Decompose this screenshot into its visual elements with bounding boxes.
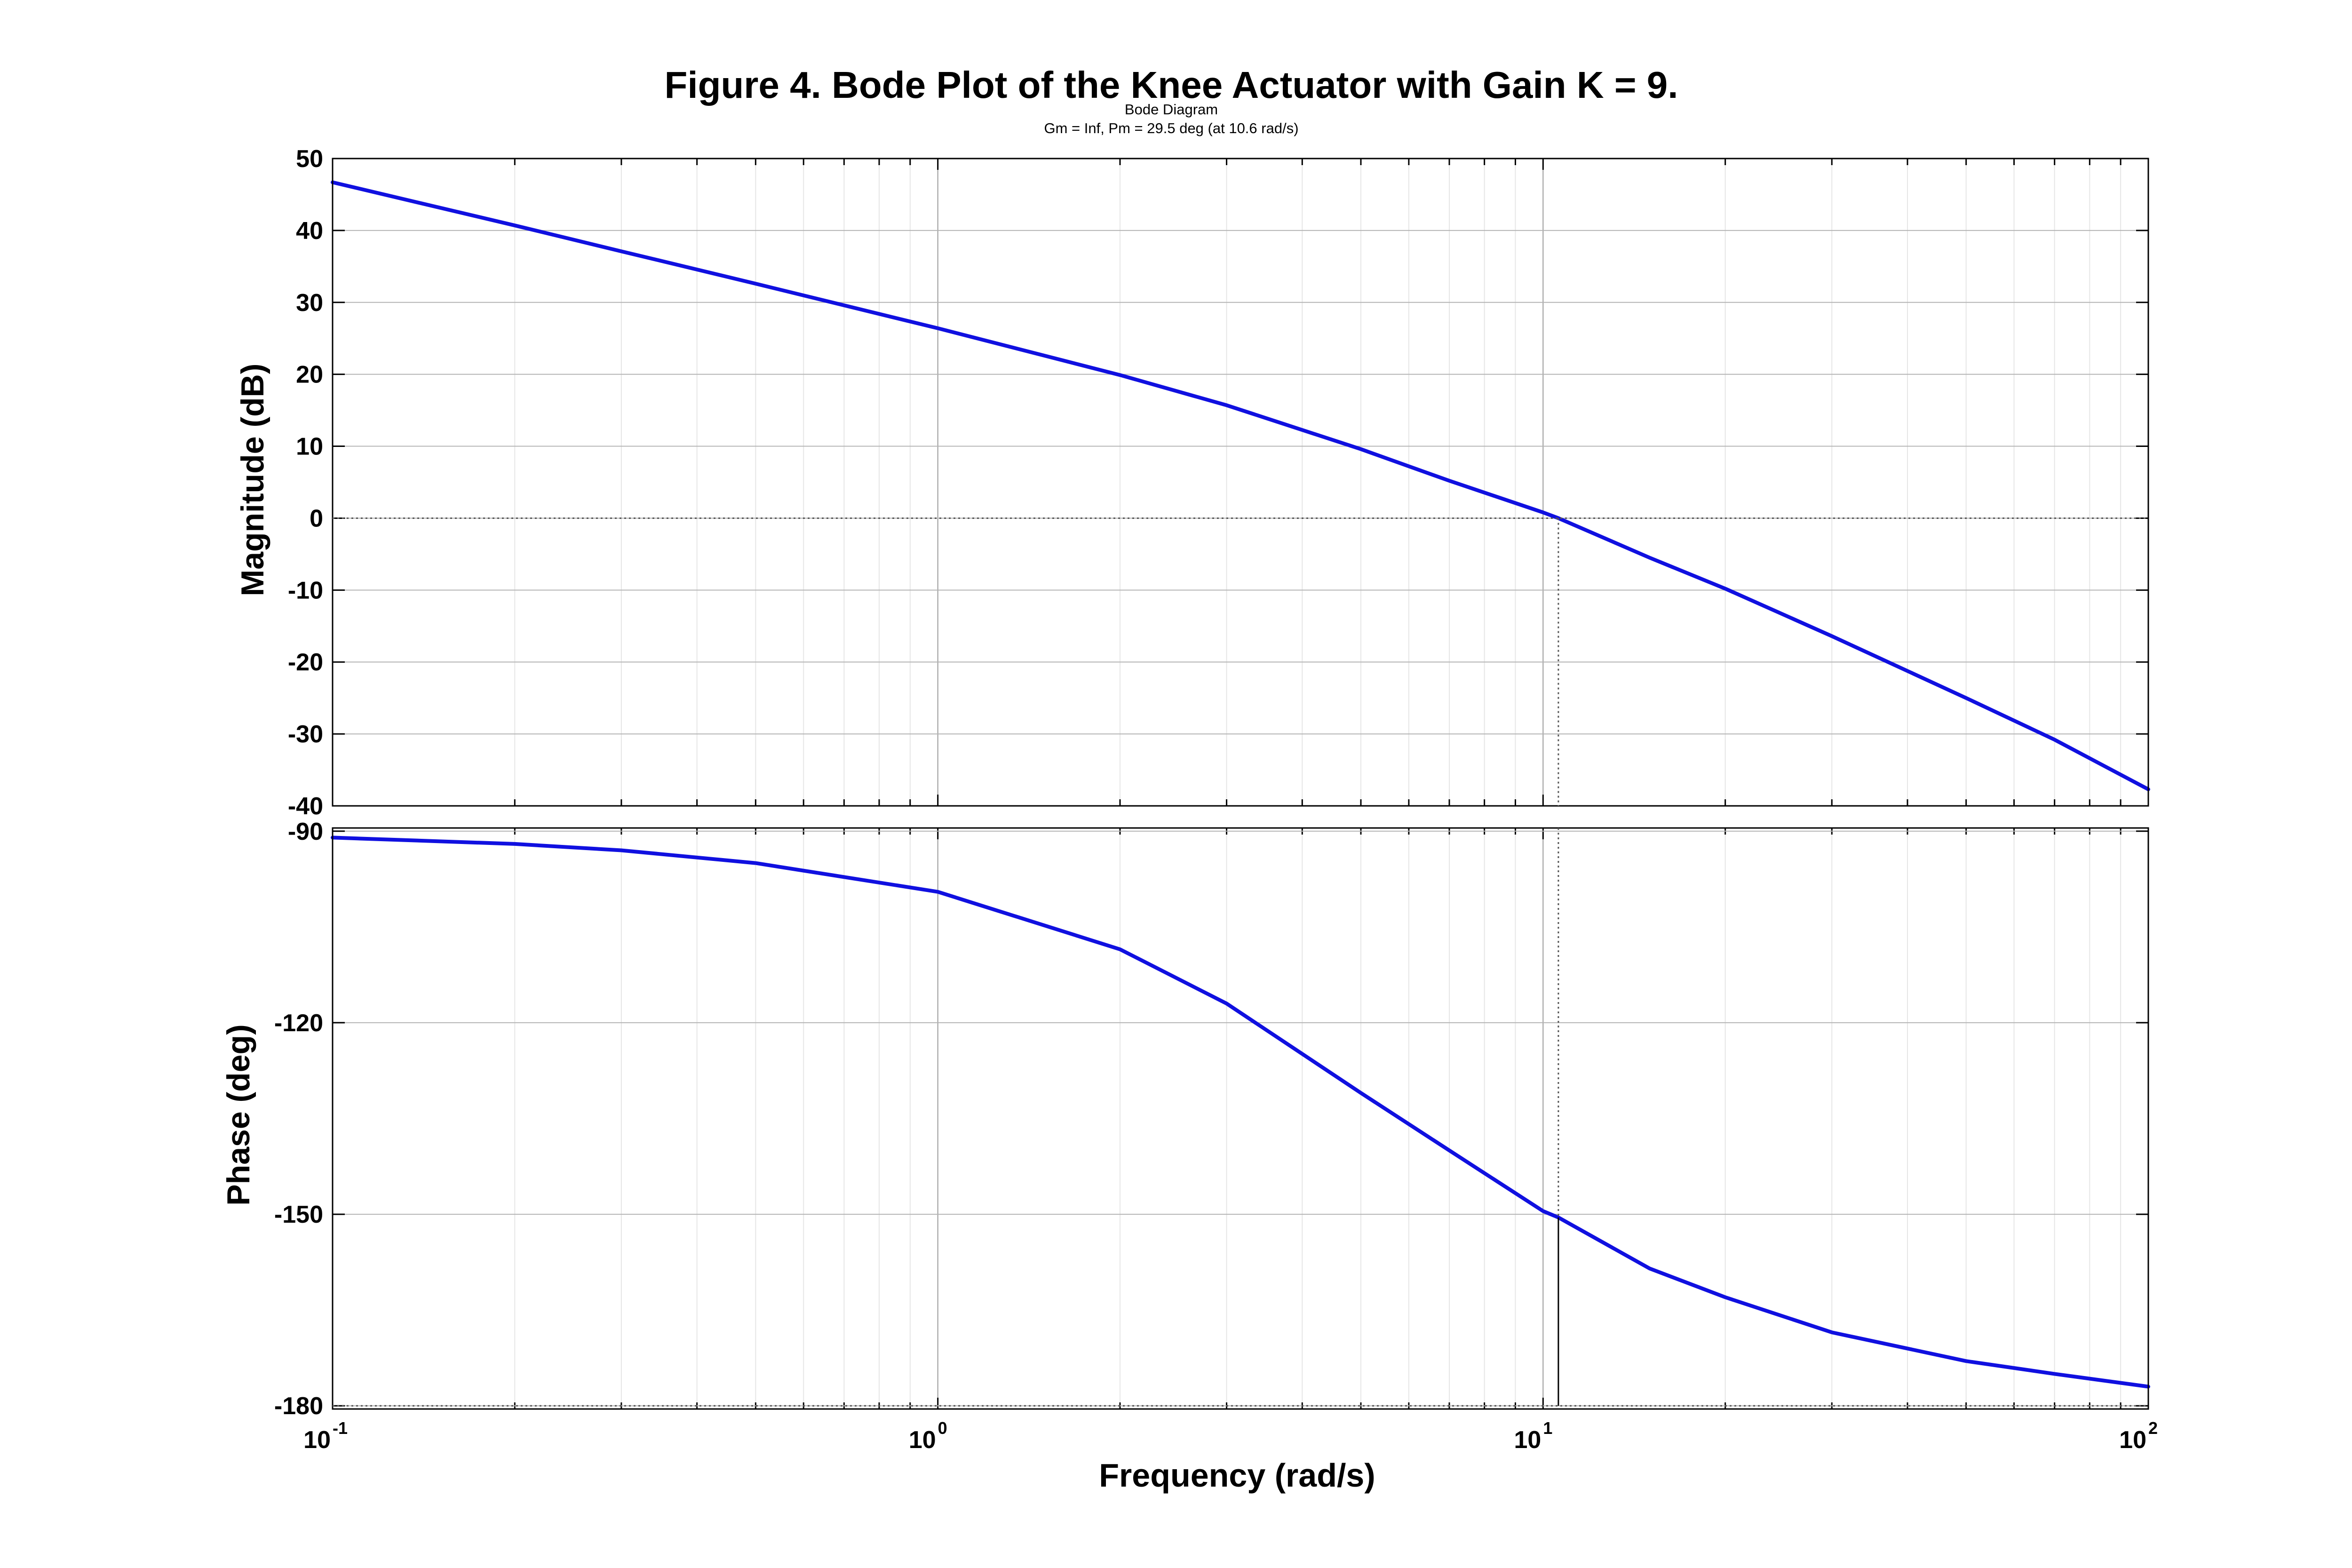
x-tick-label: 10 [2119, 1426, 2146, 1454]
y-tick-label: 20 [296, 361, 323, 389]
y-tick-label: -10 [288, 577, 323, 604]
y-tick-label: -90 [288, 818, 323, 845]
bode-diagram-title: Bode Diagram [1125, 101, 1218, 118]
y-tick-label: -150 [274, 1201, 323, 1228]
frequency-axis-label: Frequency (rad/s) [1099, 1457, 1375, 1494]
y-tick-label: -30 [288, 721, 323, 748]
y-tick-label: 50 [296, 145, 323, 173]
y-tick-label: 0 [310, 505, 323, 532]
phase-axis-label: Phase (deg) [221, 1024, 256, 1205]
x-tick-exponent: -1 [333, 1418, 348, 1438]
x-tick-exponent: 2 [2148, 1418, 2158, 1438]
magnitude-curve [331, 180, 2150, 791]
y-tick-label: -120 [274, 1010, 323, 1037]
x-tick-label: 10 [1514, 1426, 1541, 1454]
y-tick-label: 10 [296, 433, 323, 461]
phase-curve [331, 836, 2150, 1389]
magnitude-panel: 50 40 30 20 10 0 -10 -20 -30 -40 [288, 145, 2150, 820]
y-tick-label: -20 [288, 649, 323, 676]
y-tick-label: -180 [274, 1393, 323, 1420]
y-tick-label: 40 [296, 217, 323, 245]
margin-summary: Gm = Inf, Pm = 29.5 deg (at 10.6 rad/s) [1044, 120, 1298, 136]
x-tick-exponent: 0 [938, 1418, 947, 1438]
y-tick-label: 30 [296, 289, 323, 317]
y-tick-label: -40 [288, 793, 323, 820]
figure-title: Figure 4. Bode Plot of the Knee Actuator… [664, 64, 1678, 106]
x-tick-label: 10 [909, 1426, 936, 1454]
grid [333, 158, 2148, 807]
grid [333, 828, 2148, 1409]
x-tick-label: 10 [303, 1426, 331, 1454]
magnitude-axis-label: Magnitude (dB) [235, 364, 270, 597]
axes-frame [332, 827, 2149, 1410]
x-tick-exponent: 1 [1543, 1418, 1552, 1438]
axes-frame [332, 158, 2149, 807]
